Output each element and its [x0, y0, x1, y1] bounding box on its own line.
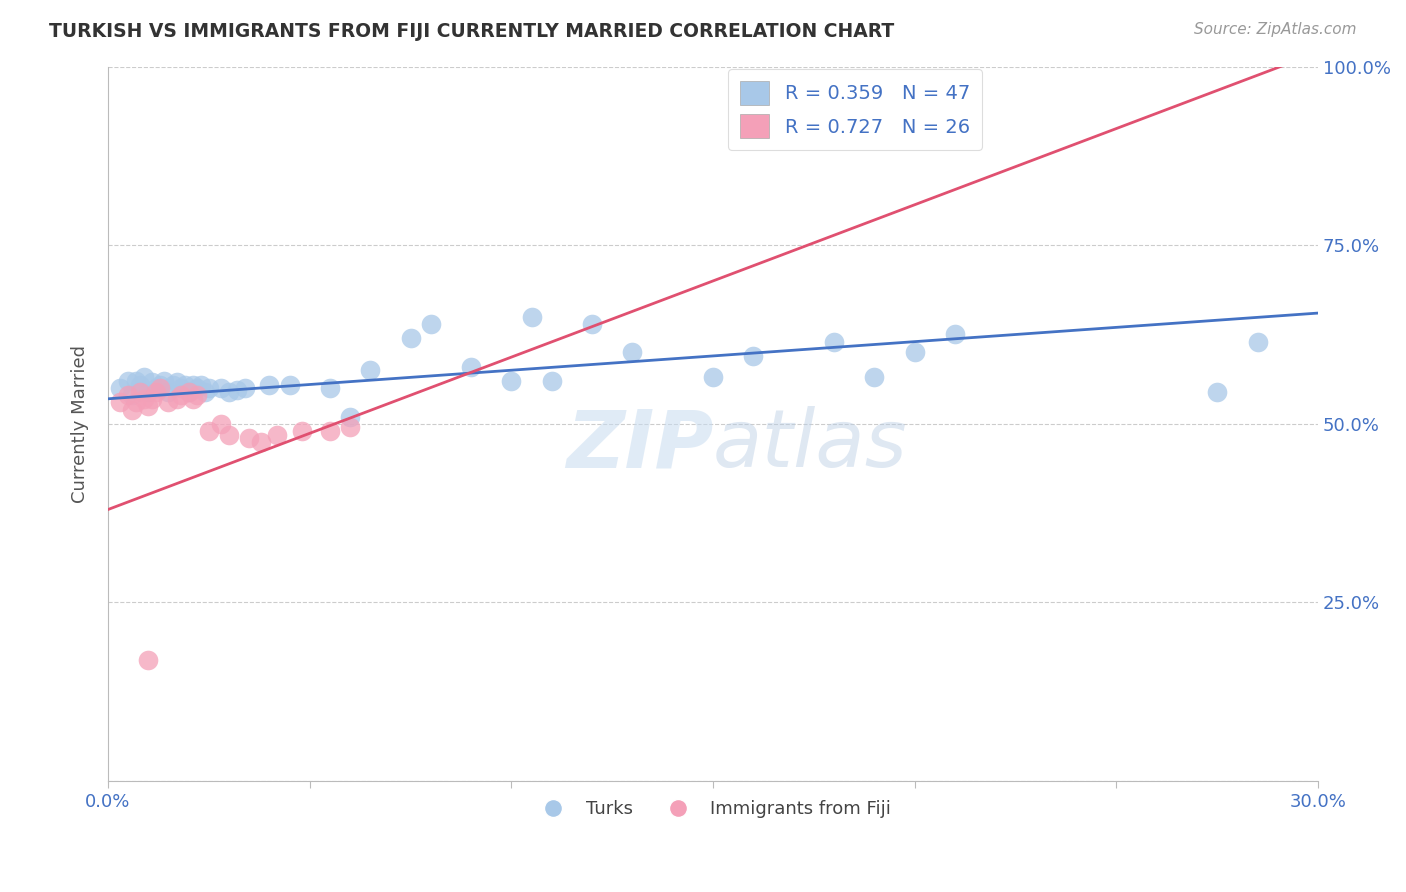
Point [136, 652, 159, 666]
Point [419, 317, 441, 331]
Point [319, 424, 342, 438]
Text: Source: ZipAtlas.com: Source: ZipAtlas.com [1194, 22, 1357, 37]
Point [117, 374, 139, 388]
Point [278, 377, 301, 392]
Point [186, 388, 208, 402]
Point [190, 377, 212, 392]
Point [1206, 384, 1229, 399]
Point [233, 381, 256, 395]
Point [194, 384, 217, 399]
Point [266, 427, 288, 442]
Point [129, 377, 152, 392]
Y-axis label: Currently Married: Currently Married [72, 345, 89, 503]
Point [134, 370, 156, 384]
Point [863, 370, 886, 384]
Point [177, 384, 200, 399]
Point [141, 392, 163, 406]
Point [904, 345, 927, 359]
Point [121, 388, 143, 402]
Point [181, 377, 204, 392]
Point [153, 374, 176, 388]
Point [823, 334, 845, 349]
Point [136, 384, 159, 399]
Point [181, 392, 204, 406]
Point [209, 417, 232, 431]
Point [702, 370, 724, 384]
Point [460, 359, 482, 374]
Point [198, 381, 221, 395]
Point [149, 377, 172, 392]
Point [291, 424, 314, 438]
Point [339, 409, 361, 424]
Point [125, 395, 148, 409]
Point [134, 392, 156, 406]
Text: atlas: atlas [713, 406, 908, 484]
Point [198, 424, 221, 438]
Point [129, 384, 152, 399]
Point [238, 431, 260, 445]
Point [399, 331, 422, 345]
Point [226, 383, 249, 397]
Point [117, 388, 139, 402]
Point [186, 381, 208, 395]
Point [520, 310, 543, 324]
Point [339, 420, 361, 434]
Point [157, 384, 180, 399]
Point [169, 388, 191, 402]
Point [581, 317, 603, 331]
Point [169, 381, 191, 395]
Point [540, 374, 562, 388]
Point [250, 434, 273, 449]
Point [177, 384, 200, 399]
Point [1246, 334, 1268, 349]
Point [149, 381, 172, 395]
Point [943, 327, 966, 342]
Point [259, 377, 281, 392]
Point [218, 427, 240, 442]
Point [141, 376, 163, 390]
Point [173, 377, 195, 392]
Point [108, 395, 131, 409]
Point [157, 395, 180, 409]
Point [166, 376, 188, 390]
Point [218, 384, 240, 399]
Point [742, 349, 765, 363]
Point [145, 384, 167, 399]
Point [162, 377, 184, 392]
Legend: Turks, Immigrants from Fiji: Turks, Immigrants from Fiji [527, 793, 898, 826]
Point [125, 374, 148, 388]
Text: ZIP: ZIP [565, 406, 713, 484]
Point [166, 392, 188, 406]
Point [621, 345, 644, 359]
Point [209, 381, 232, 395]
Text: TURKISH VS IMMIGRANTS FROM FIJI CURRENTLY MARRIED CORRELATION CHART: TURKISH VS IMMIGRANTS FROM FIJI CURRENTL… [49, 22, 894, 41]
Point [319, 381, 342, 395]
Point [136, 399, 159, 413]
Point [359, 363, 381, 377]
Point [108, 381, 131, 395]
Point [121, 402, 143, 417]
Point [145, 381, 167, 395]
Point [501, 374, 523, 388]
